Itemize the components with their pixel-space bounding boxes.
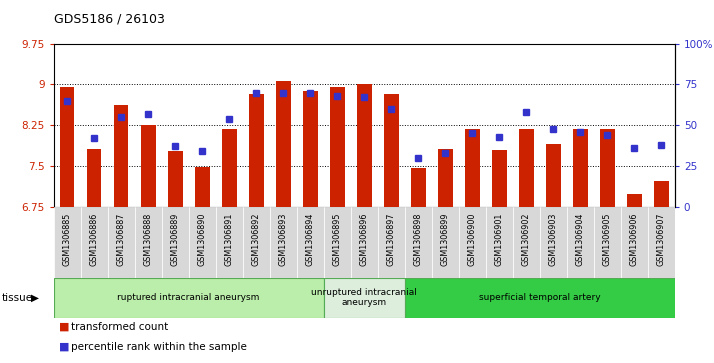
Bar — [54, 278, 323, 318]
Bar — [492, 150, 507, 207]
Bar — [195, 167, 209, 207]
Bar — [303, 91, 318, 207]
Bar — [81, 207, 108, 278]
Text: GSM1306899: GSM1306899 — [441, 213, 450, 266]
Bar — [216, 207, 243, 278]
Text: GSM1306885: GSM1306885 — [63, 213, 71, 266]
Bar — [168, 151, 183, 207]
Text: ■: ■ — [59, 342, 69, 352]
Bar — [486, 207, 513, 278]
Bar — [221, 129, 236, 207]
Text: GSM1306886: GSM1306886 — [89, 213, 99, 266]
Bar — [627, 194, 642, 207]
Text: ruptured intracranial aneurysm: ruptured intracranial aneurysm — [117, 293, 260, 302]
Text: GSM1306894: GSM1306894 — [306, 213, 315, 266]
Bar — [465, 129, 480, 207]
Bar — [405, 278, 675, 318]
Text: ▶: ▶ — [31, 293, 39, 303]
Bar — [573, 129, 588, 207]
Bar — [276, 81, 291, 207]
Bar — [134, 207, 161, 278]
Text: superficial temporal artery: superficial temporal artery — [479, 293, 600, 302]
Text: GSM1306890: GSM1306890 — [198, 213, 206, 266]
Text: GSM1306887: GSM1306887 — [116, 213, 126, 266]
Text: GSM1306897: GSM1306897 — [387, 213, 396, 266]
Text: transformed count: transformed count — [71, 322, 169, 332]
Bar — [654, 181, 668, 207]
Bar — [594, 207, 620, 278]
Bar — [114, 105, 129, 207]
Bar — [567, 207, 594, 278]
Text: percentile rank within the sample: percentile rank within the sample — [71, 342, 247, 352]
Bar — [323, 278, 405, 318]
Text: GSM1306896: GSM1306896 — [360, 213, 368, 266]
Text: GSM1306907: GSM1306907 — [657, 213, 665, 266]
Bar — [411, 168, 426, 207]
Bar — [330, 87, 345, 207]
Bar — [545, 144, 560, 207]
Bar — [620, 207, 648, 278]
Bar — [108, 207, 134, 278]
Bar — [357, 84, 371, 207]
Bar — [458, 207, 486, 278]
Text: GSM1306905: GSM1306905 — [603, 213, 612, 266]
Text: GSM1306889: GSM1306889 — [171, 213, 180, 266]
Text: GSM1306900: GSM1306900 — [468, 213, 477, 266]
Bar — [141, 125, 156, 207]
Bar — [270, 207, 296, 278]
Text: GSM1306901: GSM1306901 — [495, 213, 503, 266]
Text: GSM1306895: GSM1306895 — [333, 213, 341, 266]
Text: GSM1306892: GSM1306892 — [251, 213, 261, 266]
Bar — [519, 129, 533, 207]
Bar — [323, 207, 351, 278]
Bar — [648, 207, 675, 278]
Text: GSM1306891: GSM1306891 — [225, 213, 233, 266]
Text: ■: ■ — [59, 322, 69, 332]
Text: GSM1306893: GSM1306893 — [278, 213, 288, 266]
Bar — [86, 148, 101, 207]
Text: tissue: tissue — [2, 293, 34, 303]
Text: GSM1306898: GSM1306898 — [413, 213, 423, 266]
Bar — [405, 207, 432, 278]
Bar — [432, 207, 458, 278]
Text: GSM1306906: GSM1306906 — [630, 213, 639, 266]
Bar — [54, 207, 81, 278]
Bar — [600, 129, 615, 207]
Bar — [540, 207, 567, 278]
Bar — [513, 207, 540, 278]
Bar — [351, 207, 378, 278]
Text: GSM1306904: GSM1306904 — [575, 213, 585, 266]
Bar — [188, 207, 216, 278]
Bar — [161, 207, 188, 278]
Text: unruptured intracranial
aneurysm: unruptured intracranial aneurysm — [311, 288, 417, 307]
Bar — [296, 207, 323, 278]
Text: GSM1306902: GSM1306902 — [522, 213, 531, 266]
Text: GSM1306903: GSM1306903 — [548, 213, 558, 266]
Text: GDS5186 / 26103: GDS5186 / 26103 — [54, 13, 164, 26]
Bar — [438, 148, 453, 207]
Bar — [383, 94, 398, 207]
Bar — [60, 87, 74, 207]
Text: GSM1306888: GSM1306888 — [144, 213, 153, 266]
Bar — [243, 207, 270, 278]
Bar — [248, 94, 263, 207]
Bar — [378, 207, 405, 278]
